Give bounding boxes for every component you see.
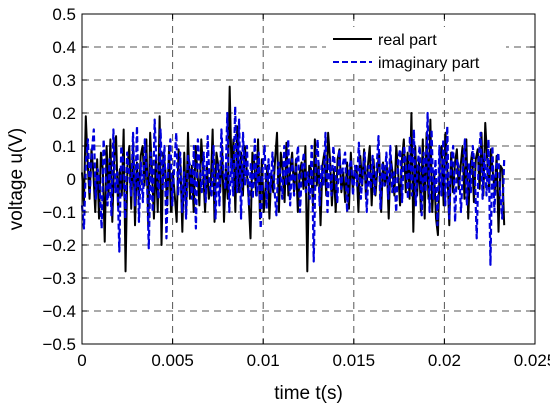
legend-label-imaginary-part: imaginary part bbox=[378, 55, 480, 72]
legend: real part imaginary part bbox=[326, 27, 506, 73]
y-tick-label: 0.4 bbox=[52, 38, 76, 57]
ticks: 0 0.005 0.01 0.015 0.02 0.025 −0.5 −0.4 −0.3 −0.2… bbox=[42, 5, 550, 370]
y-tick-label: −0.4 bbox=[42, 302, 76, 321]
x-tick-label: 0.015 bbox=[333, 351, 376, 370]
y-axis-label: voltage u(V) bbox=[6, 128, 27, 230]
y-tick-label: −0.2 bbox=[42, 236, 76, 255]
x-tick-label: 0.01 bbox=[247, 351, 280, 370]
legend-label-real-part: real part bbox=[378, 32, 437, 49]
y-tick-label: 0.3 bbox=[52, 71, 76, 90]
y-tick-label: 0.5 bbox=[52, 5, 76, 24]
y-tick-label: 0.1 bbox=[52, 137, 76, 156]
y-tick-label: −0.5 bbox=[42, 335, 76, 354]
y-tick-label: −0.1 bbox=[42, 203, 76, 222]
y-tick-label: −0.3 bbox=[42, 269, 76, 288]
series-layer bbox=[80, 85, 506, 273]
legend-box bbox=[326, 27, 506, 73]
y-tick-label: 0.2 bbox=[52, 104, 76, 123]
x-tick-label: 0.02 bbox=[428, 351, 461, 370]
x-tick-label: 0 bbox=[77, 351, 86, 370]
x-axis-label: time t(s) bbox=[274, 383, 343, 404]
y-tick-label: 0 bbox=[67, 170, 76, 189]
series-line-imaginary-part bbox=[80, 105, 506, 266]
x-tick-label: 0.005 bbox=[151, 351, 194, 370]
x-tick-label: 0.025 bbox=[514, 351, 550, 370]
